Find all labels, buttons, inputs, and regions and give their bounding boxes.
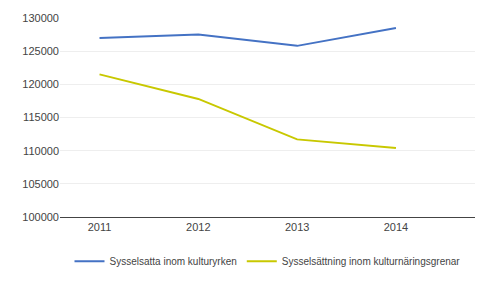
svg-text:Sysselsatta inom kulturyrken: Sysselsatta inom kulturyrken xyxy=(110,256,237,267)
svg-text:125000: 125000 xyxy=(22,45,59,57)
svg-text:105000: 105000 xyxy=(22,178,59,190)
svg-text:130000: 130000 xyxy=(22,12,59,24)
svg-text:2012: 2012 xyxy=(186,221,210,233)
svg-text:110000: 110000 xyxy=(23,145,59,157)
svg-text:100000: 100000 xyxy=(22,211,59,223)
svg-text:2014: 2014 xyxy=(384,221,408,233)
svg-text:120000: 120000 xyxy=(22,78,59,90)
svg-text:115000: 115000 xyxy=(23,111,59,123)
svg-text:2013: 2013 xyxy=(285,221,309,233)
svg-text:2011: 2011 xyxy=(88,221,112,233)
svg-text:Sysselsättning inom kulturnäri: Sysselsättning inom kulturnäringsgrenar xyxy=(282,256,461,267)
